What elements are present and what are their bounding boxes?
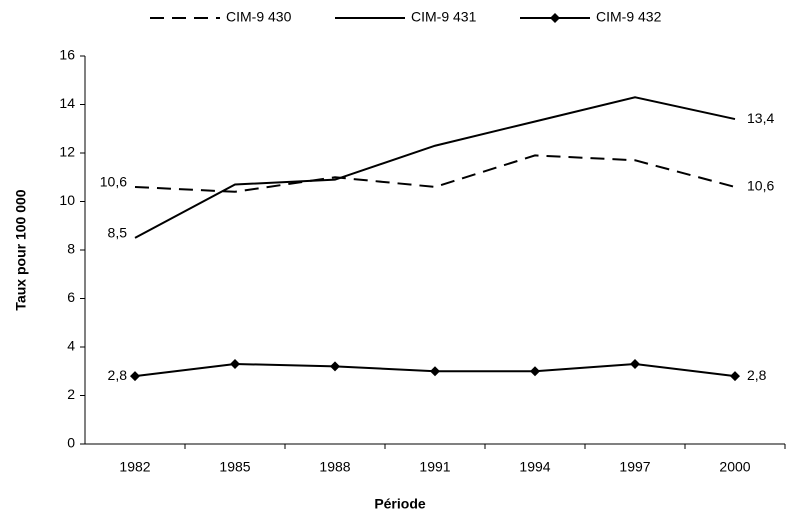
marker [730, 371, 740, 382]
y-tick-label: 10 [59, 192, 75, 208]
legend-label: CIM-9 432 [596, 9, 662, 25]
y-tick-label: 14 [59, 95, 75, 111]
data-label: 10,6 [747, 178, 774, 194]
x-tick-label: 1991 [419, 459, 450, 475]
data-label: 2,8 [747, 367, 767, 383]
y-tick-label: 12 [59, 144, 75, 160]
series-line [134, 96, 736, 239]
marker [530, 366, 540, 377]
data-label: 8,5 [108, 225, 128, 241]
data-label: 2,8 [108, 367, 128, 383]
x-tick-label: 1982 [119, 459, 150, 475]
legend-label: CIM-9 430 [226, 9, 292, 25]
y-tick-label: 16 [59, 47, 75, 63]
marker [130, 371, 140, 382]
x-tick-label: 1994 [519, 459, 550, 475]
data-label: 10,6 [100, 174, 127, 190]
y-tick-label: 8 [67, 241, 75, 257]
x-tick-label: 1988 [319, 459, 350, 475]
data-label: 13,4 [747, 110, 774, 126]
series-line [134, 154, 736, 193]
marker [230, 358, 240, 369]
y-tick-label: 4 [67, 338, 75, 354]
marker [430, 366, 440, 377]
x-axis-label: Période [374, 496, 426, 512]
legend-label: CIM-9 431 [411, 9, 477, 25]
y-tick-label: 2 [67, 386, 75, 402]
y-tick-label: 0 [67, 435, 75, 451]
y-axis-label: Taux pour 100 000 [13, 189, 29, 310]
marker [630, 358, 640, 369]
marker [330, 361, 340, 372]
y-tick-label: 6 [67, 289, 75, 305]
x-tick-label: 2000 [719, 459, 750, 475]
x-tick-label: 1997 [619, 459, 650, 475]
legend-marker [550, 13, 560, 23]
x-tick-label: 1985 [219, 459, 250, 475]
